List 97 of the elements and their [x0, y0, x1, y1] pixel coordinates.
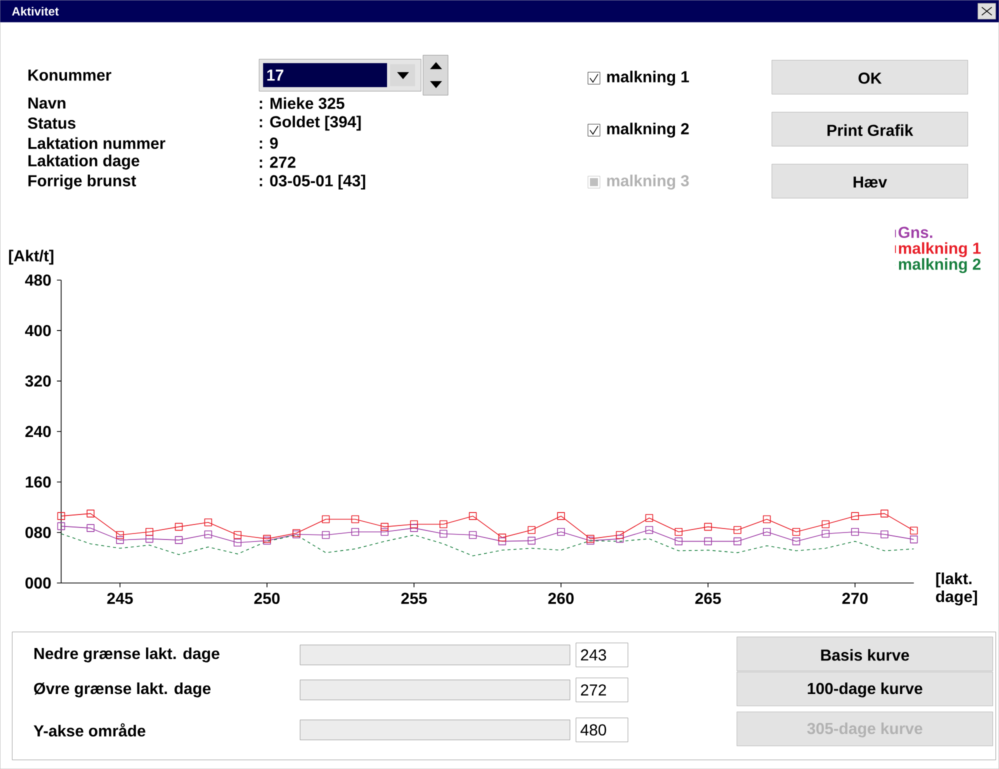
text: Navn [28, 98, 66, 109]
point [234, 538, 242, 546]
point [468, 531, 477, 539]
point [498, 534, 506, 542]
point [851, 512, 859, 520]
y-axis-title: [Akt/t] [9, 250, 54, 265]
legend-label: malkning 1 [898, 242, 981, 258]
text: 480 [580, 724, 606, 736]
point [822, 530, 830, 538]
point [557, 512, 565, 520]
text: : 9 [260, 137, 278, 149]
point [57, 512, 66, 520]
point [910, 526, 918, 534]
point [880, 510, 888, 518]
point [322, 531, 330, 539]
line-series [61, 533, 914, 556]
y-tick-label: 400 [25, 324, 51, 336]
point [792, 537, 800, 546]
x-tick-label: 245 [107, 592, 133, 604]
text: malkning 3 [607, 174, 689, 190]
point [674, 537, 683, 546]
point [57, 522, 66, 530]
point [351, 515, 360, 524]
text: : Mieke 325 [260, 97, 344, 109]
point [322, 515, 330, 524]
point [734, 526, 742, 534]
point [86, 524, 94, 532]
x-tick-label: 250 [254, 592, 280, 604]
point [145, 528, 154, 536]
text: Laktation dage [28, 154, 140, 170]
text: Øvre grænse lakt. dage [34, 682, 211, 698]
text: Forrige brunst [28, 174, 136, 190]
text: Laktation nummer [28, 137, 166, 149]
x-axis-title: [lakt. dage] [936, 572, 977, 606]
text: malkning 1 [607, 70, 689, 86]
point [528, 526, 536, 534]
point [910, 536, 918, 544]
legend-label: Gns. [898, 226, 932, 238]
point [792, 528, 800, 536]
text: Status [28, 117, 76, 129]
point [410, 520, 418, 528]
text: 17 [267, 70, 284, 81]
point [645, 526, 654, 534]
text: Basis kurve [821, 649, 910, 661]
point [440, 520, 448, 528]
point [880, 530, 888, 538]
chart-title: Aktivitet [12, 6, 59, 16]
point [86, 510, 94, 518]
text: 100-dage kurve [808, 682, 922, 698]
point [174, 536, 183, 544]
legend-label: malkning 2 [898, 258, 980, 274]
point [645, 514, 654, 522]
point [851, 528, 859, 536]
text: : 03-05-01 [43] [260, 174, 366, 190]
text: : Goldet [394] [260, 116, 361, 131]
point [674, 528, 683, 536]
y-tick-label: 320 [25, 375, 51, 387]
point [468, 512, 477, 520]
point [234, 531, 242, 539]
x-tick-label: 255 [401, 592, 427, 604]
text: Nedre grænse lakt. dage [34, 647, 220, 662]
point [762, 528, 771, 536]
point [762, 515, 771, 524]
point [380, 528, 389, 536]
text: Konummer [28, 70, 112, 81]
point [116, 536, 124, 544]
y-tick-label: 160 [26, 476, 51, 488]
y-tick-label: 080 [25, 526, 51, 538]
x-tick-label: 270 [842, 592, 868, 604]
point [528, 536, 536, 545]
text: 272 [580, 684, 606, 696]
text: : 272 [260, 156, 296, 168]
text: Print Grafik [828, 124, 914, 136]
y-tick-label: 480 [25, 274, 51, 286]
x-tick-label: 260 [548, 592, 574, 604]
point [204, 518, 212, 526]
point [174, 522, 183, 531]
point [440, 530, 448, 538]
point [410, 524, 418, 532]
point [204, 530, 212, 538]
point [616, 531, 624, 539]
text: Hæv [854, 176, 888, 188]
text: Y-akse område [34, 723, 146, 737]
point [704, 537, 712, 546]
text: OK [858, 72, 882, 84]
y-tick-label: 240 [25, 426, 51, 438]
point [734, 537, 742, 546]
point [116, 531, 124, 539]
point [557, 528, 565, 536]
text: 243 [580, 649, 606, 661]
y-tick-label: 000 [25, 577, 51, 589]
point [704, 522, 712, 531]
point [380, 522, 389, 531]
text: malkning 2 [607, 122, 689, 138]
x-tick-label: 265 [695, 592, 721, 604]
point [351, 528, 360, 536]
point [822, 520, 830, 528]
